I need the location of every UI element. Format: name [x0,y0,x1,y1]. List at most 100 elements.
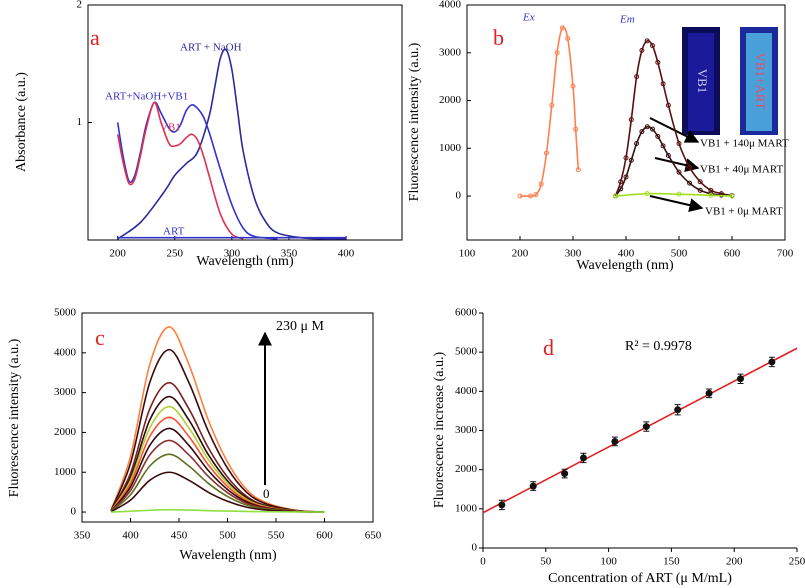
x-tick-label: 50 [540,556,552,568]
series-line [117,48,347,240]
marker [628,117,634,123]
marker [573,126,579,132]
point [736,375,744,383]
series-line [116,101,244,240]
marker [676,141,682,147]
marker [660,143,666,149]
marker [644,124,650,130]
marker [533,192,539,198]
point [642,423,650,431]
y-tick-label: 2 [77,0,83,11]
marker [628,157,634,163]
panel-label: b [493,25,504,50]
annotation: VB1 [695,69,710,94]
y-tick-label: 5000 [455,346,478,358]
marker [644,38,650,44]
x-tick-label: 150 [663,556,680,568]
y-tick-label: 1000 [54,466,77,478]
y-tick-label: 5000 [54,307,77,319]
marker [634,141,640,147]
x-tick-label: 300 [565,248,582,260]
marker [644,191,650,197]
x-tick-label: 400 [618,248,635,260]
point [611,437,619,445]
marker [708,187,714,193]
x-tick-label: 350 [74,530,91,542]
marker [639,129,645,135]
series-label: ART + NaOH [180,42,242,54]
x-axis-label: Wavelength (nm) [576,258,674,273]
series-label: VB1 + 40μ MART [700,164,784,176]
marker [729,193,735,199]
point [561,470,569,478]
x-tick-label: 300 [224,248,241,260]
point [579,454,587,462]
x-tick-label: 250 [167,248,184,260]
marker [687,180,693,186]
point [768,358,776,366]
panel-label: a [90,25,100,50]
marker [559,25,565,31]
x-tick-label: 200 [109,248,126,260]
y-tick-label: 4000 [54,346,77,358]
y-tick-label: 4000 [439,0,462,11]
series-line [110,326,325,513]
series-line [116,101,278,240]
marker [623,155,629,161]
x-tick-label: 100 [600,556,617,568]
marker [639,47,645,53]
x-axis-label: Wavelength (nm) [196,254,294,269]
annotation: 230 μ M [276,319,325,334]
y-tick-label: 2000 [54,426,77,438]
cuvette-glow [688,33,714,131]
x-tick-label: 200 [726,556,743,568]
marker [676,191,682,197]
marker [517,193,523,199]
annotation: R² = 0.9978 [625,339,692,354]
cuvette-glow [746,33,772,131]
y-tick-label: 6000 [455,307,478,319]
x-axis-label: Wavelength (nm) [179,548,277,563]
marker [554,50,560,56]
x-axis-label: Concentration of ART (μ M/mL) [548,571,732,586]
marker [665,102,671,108]
series-line [519,26,580,197]
x-tick-label: 500 [219,530,236,542]
marker [575,167,581,173]
x-tick-label: 700 [777,248,794,260]
y-tick-label: 0 [472,542,478,554]
series-line [110,471,325,513]
marker [687,164,693,170]
series-label: ART [163,226,185,238]
marker [665,152,671,158]
x-tick-label: 500 [671,248,688,260]
series-line [615,192,733,197]
series-label: VB1 + 0μ MART [705,206,783,218]
annotation: 0 [263,486,270,501]
x-tick-label: 200 [512,248,529,260]
marker [634,74,640,80]
marker [655,133,661,139]
x-tick-label: 650 [365,530,382,542]
y-axis-label: Absorbance (a.u.) [14,72,29,172]
marker [697,179,703,185]
point [674,406,682,414]
x-tick-label: 550 [268,530,285,542]
point [529,482,537,490]
series-label: Ex [522,12,535,24]
x-tick-label: 0 [480,556,486,568]
y-tick-label: 1000 [455,502,478,514]
fit-line [482,347,798,514]
marker [618,186,624,192]
marker [623,174,629,180]
x-tick-label: 250 [789,556,805,568]
x-tick-label: 600 [316,530,333,542]
arrow [649,117,700,143]
series-label: VB1 + 140μ MART [700,138,789,150]
y-axis-label: Fluorescence intensity (a.u.) [407,42,422,201]
marker [538,181,544,187]
x-tick-label: 400 [338,248,355,260]
series-label: VB1 [160,122,181,134]
marker [612,193,618,199]
